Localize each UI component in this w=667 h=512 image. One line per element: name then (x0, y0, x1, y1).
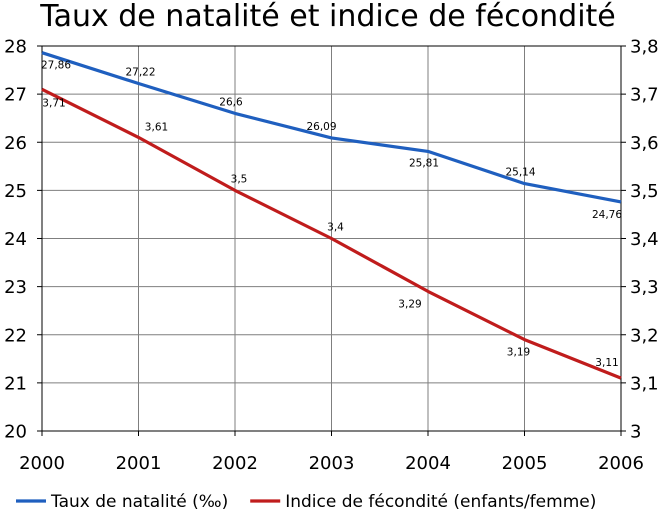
y-left-tick-label: 25 (4, 181, 27, 202)
data-label: 3,11 (595, 357, 618, 369)
y-left-tick-label: 28 (4, 37, 27, 58)
y-right-tick-label: 3 (630, 422, 641, 443)
y-right-tick-label: 3,8 (630, 37, 659, 58)
legend: Taux de natalité (‰) Indice de fécondité … (16, 492, 596, 512)
axes (37, 45, 626, 436)
legend-label: Indice de fécondité (enfants/femme) (285, 492, 596, 512)
y-left-tick-label: 20 (4, 422, 27, 443)
data-label: 3,4 (327, 222, 344, 234)
data-label: 3,61 (145, 121, 168, 133)
data-label: 26,6 (219, 96, 243, 108)
data-label: 3,29 (398, 298, 421, 310)
data-label: 24,76 (592, 209, 622, 221)
data-label: 3,71 (42, 97, 65, 109)
y-right-tick-label: 3,1 (630, 373, 659, 394)
y-left-tick-label: 27 (4, 85, 27, 106)
data-label: 25,14 (505, 167, 535, 179)
y-left-tick-label: 26 (4, 133, 27, 154)
x-tick-label: 2001 (116, 453, 162, 474)
x-tick-label: 2005 (502, 453, 548, 474)
x-tick-label: 2004 (405, 453, 451, 474)
y-right-tick-label: 3,2 (630, 325, 659, 346)
series-lines (41, 51, 622, 380)
x-tick-label: 2000 (19, 453, 65, 474)
data-label: 27,86 (41, 60, 71, 72)
plot-frame (41, 45, 622, 432)
x-tick-label: 2003 (309, 453, 355, 474)
data-label: 3,5 (231, 173, 248, 185)
data-label: 26,09 (306, 121, 336, 133)
chart-title: Taux de natalité et indice de fécondité (39, 0, 616, 34)
y-left-tick-label: 22 (4, 325, 27, 346)
natalite-line (41, 51, 622, 204)
legend-label: Taux de natalité (‰) (50, 492, 228, 512)
y-left-tick-label: 21 (4, 373, 27, 394)
x-tick-label: 2002 (212, 453, 258, 474)
y-right-tick-label: 3,7 (630, 85, 659, 106)
data-labels: 27,86 27,22 26,6 26,09 25,81 25,14 24,76 3,71 3,… (41, 60, 622, 369)
tick-labels: 20 3 21 3,1 22 3,2 23 3,3 24 3,4 25 3,5 26 3,6 27 3,7 28… (4, 37, 659, 475)
y-left-tick-label: 24 (4, 229, 27, 250)
y-left-tick-label: 23 (4, 277, 27, 298)
data-label: 25,81 (409, 157, 439, 169)
y-right-tick-label: 3,5 (630, 181, 659, 202)
y-right-tick-label: 3,3 (630, 277, 659, 298)
x-tick-label: 2006 (598, 453, 644, 474)
data-label: 3,19 (507, 347, 530, 359)
y-right-tick-label: 3,6 (630, 133, 659, 154)
data-label: 27,22 (125, 67, 155, 79)
fecondite-line (41, 87, 622, 380)
y-right-tick-label: 3,4 (630, 229, 659, 250)
